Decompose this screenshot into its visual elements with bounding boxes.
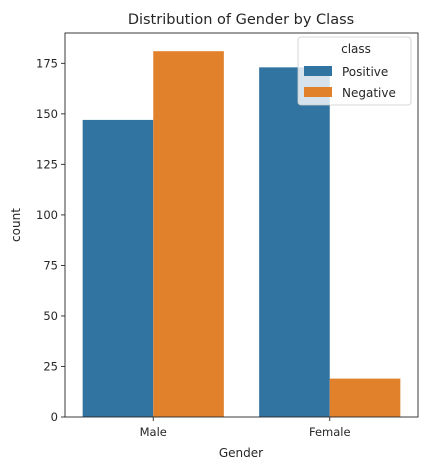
y-axis: 0 25 50 75 100 125 150 175 — [36, 56, 65, 424]
bar-positive-male — [82, 119, 154, 417]
x-tick-label-female: Female — [309, 425, 351, 439]
y-tick-label: 100 — [36, 208, 58, 222]
legend-swatch-negative — [304, 87, 332, 97]
legend-swatch-positive — [304, 66, 332, 76]
legend-title: class — [341, 42, 371, 56]
chart-title: Distribution of Gender by Class — [128, 12, 354, 28]
bars-group — [82, 51, 401, 417]
y-tick-label: 25 — [43, 359, 58, 373]
legend: class Positive Negative — [297, 36, 412, 106]
y-tick-label: 125 — [36, 157, 58, 171]
y-tick-label: 0 — [51, 410, 58, 424]
legend-label-negative: Negative — [342, 86, 396, 100]
bar-negative-male — [153, 51, 224, 417]
y-tick-label: 50 — [43, 309, 58, 323]
y-tick-label: 175 — [36, 56, 58, 70]
x-axis-label: Gender — [219, 446, 263, 460]
y-tick-label: 75 — [43, 258, 58, 272]
x-tick-label-male: Male — [140, 425, 167, 439]
legend-label-positive: Positive — [342, 65, 388, 79]
y-tick-label: 150 — [36, 107, 58, 121]
bar-positive-female — [259, 67, 330, 417]
plot-frame — [64, 32, 419, 418]
y-axis-label: count — [9, 208, 23, 242]
x-axis: Male Female — [140, 417, 351, 439]
bar-negative-female — [329, 378, 401, 417]
